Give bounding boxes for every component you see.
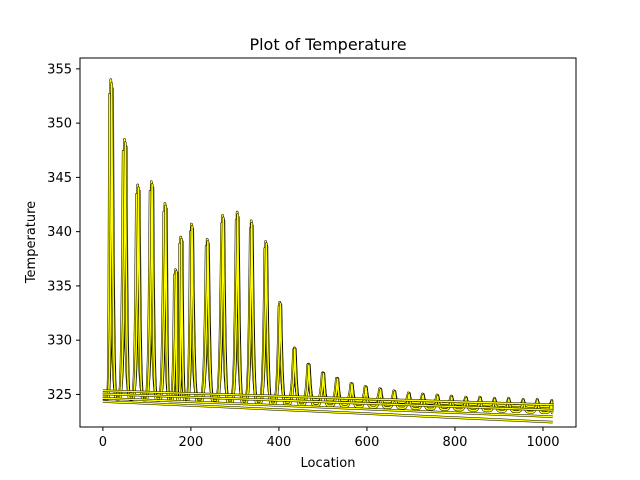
x-tick-label: 600 [355,435,380,450]
y-tick-label: 335 [47,279,72,294]
series-line [102,93,553,408]
series-return-line [102,400,553,423]
series-line-edge [102,87,554,411]
series-line [102,82,553,414]
series-line [102,87,553,410]
x-tick-label: 1000 [526,435,559,450]
x-axis: 0 200 400 600 800 1000 [99,427,560,450]
x-axis-label: Location [301,456,356,471]
y-tick-label: 350 [47,117,72,132]
series-return-line [102,393,553,411]
series-line-edge [102,82,554,415]
plot-frame [79,57,577,428]
series-line [102,78,553,412]
y-tick-label: 325 [47,388,72,403]
x-tick-label: 0 [99,435,107,450]
x-tick-label: 200 [178,435,203,450]
y-tick-label: 340 [47,225,72,240]
y-axis: 325 330 335 340 345 350 355 [47,62,80,403]
x-tick-label: 800 [443,435,468,450]
series-line-edge [102,78,554,413]
series-return-line [102,389,553,406]
x-tick-label: 400 [267,435,292,450]
y-tick-label: 345 [47,171,72,186]
y-tick-label: 330 [47,334,72,349]
chart-title: Plot of Temperature [249,35,406,54]
series-line-edge [102,93,554,409]
series-return-line [102,397,553,418]
y-tick-label: 355 [47,62,72,77]
y-axis-label: Temperature [24,201,39,284]
series-line-layer [102,78,554,424]
